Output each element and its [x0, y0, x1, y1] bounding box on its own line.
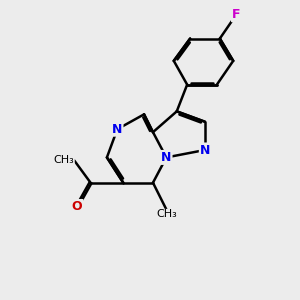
Text: O: O [72, 200, 83, 213]
Text: F: F [232, 8, 240, 21]
Text: N: N [112, 123, 122, 136]
Text: CH₃: CH₃ [53, 155, 74, 165]
Text: CH₃: CH₃ [156, 209, 177, 219]
Text: N: N [161, 151, 172, 164]
Text: N: N [200, 143, 210, 157]
